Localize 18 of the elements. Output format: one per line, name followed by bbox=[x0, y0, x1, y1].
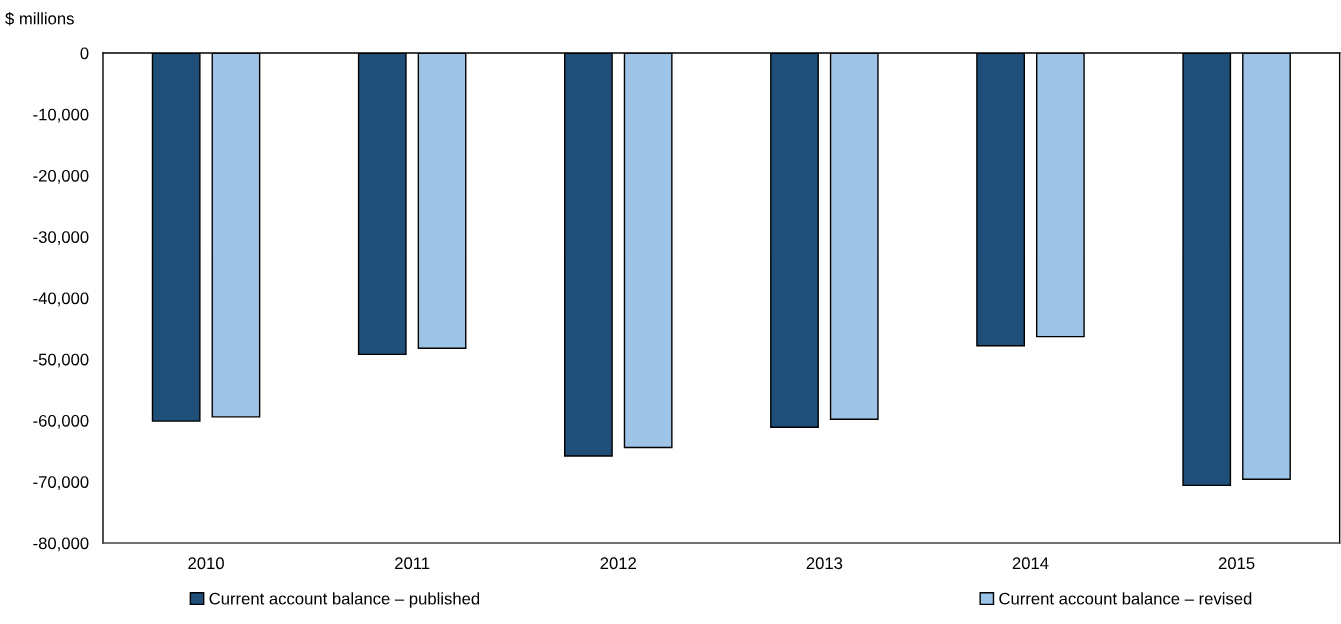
y-tick-label: -40,000 bbox=[33, 292, 89, 307]
x-tick-label: 2014 bbox=[1012, 557, 1049, 570]
x-tick-label: 2011 bbox=[395, 557, 430, 570]
y-tick-label: -60,000 bbox=[33, 414, 89, 429]
y-tick-label: -20,000 bbox=[33, 169, 89, 184]
y-tick-label: -70,000 bbox=[33, 476, 89, 490]
y-tick-label: -30,000 bbox=[33, 231, 89, 245]
y-axis-title: $ millions bbox=[5, 11, 74, 26]
legend-label: Current account balance – revised bbox=[999, 592, 1252, 605]
y-tick-label: 0 bbox=[80, 47, 89, 60]
legend-label: Current account balance – published bbox=[209, 592, 480, 608]
x-tick-label: 2013 bbox=[806, 557, 843, 570]
y-tick-label: -10,000 bbox=[33, 108, 89, 123]
x-tick-label: 2015 bbox=[1218, 557, 1255, 570]
x-tick-label: 2010 bbox=[188, 557, 224, 570]
x-tick-label: 2012 bbox=[600, 557, 636, 570]
y-tick-label: -80,000 bbox=[33, 537, 89, 552]
y-tick-label: -50,000 bbox=[33, 353, 89, 368]
